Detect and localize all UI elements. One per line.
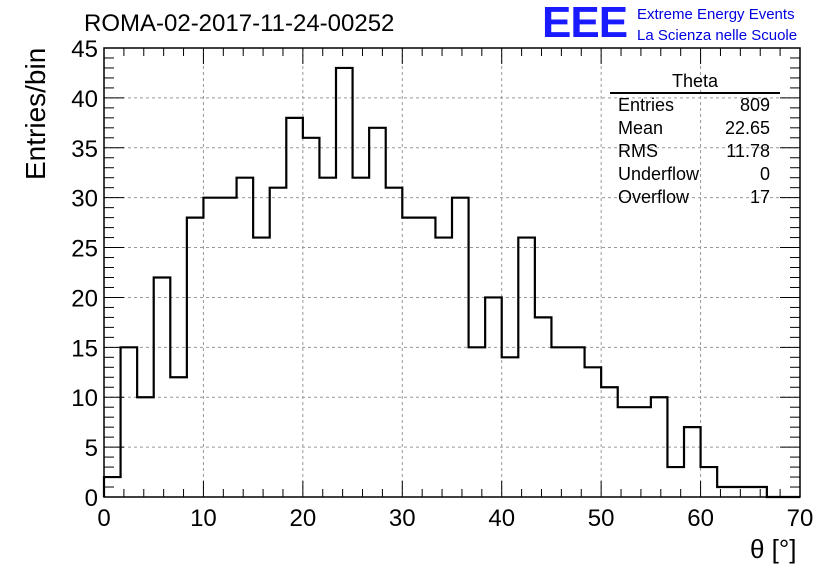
y-axis-label: Entries/bin <box>20 47 51 180</box>
histogram-bar <box>634 407 651 497</box>
logo-line1: Extreme Energy Events <box>637 6 795 23</box>
histogram-bar <box>187 218 204 497</box>
stats-row: RMS 11.78 <box>610 140 780 163</box>
x-tick-label: 70 <box>787 505 814 532</box>
x-tick-label: 30 <box>389 505 416 532</box>
histogram-bar <box>170 377 187 497</box>
x-tick-label: 10 <box>190 505 217 532</box>
stats-label: Underflow <box>618 164 700 184</box>
y-tick-label: 40 <box>71 86 98 113</box>
histogram-bar <box>369 128 386 497</box>
histogram-bar <box>568 347 585 497</box>
stats-value: 11.78 <box>726 141 770 161</box>
histogram-bar <box>750 487 767 497</box>
stats-row: Underflow 0 <box>610 163 780 186</box>
histogram-bar <box>667 467 684 497</box>
histogram-bar <box>253 238 270 497</box>
histogram-bar <box>485 297 502 497</box>
histogram-bar <box>121 347 138 497</box>
stats-label: Overflow <box>618 187 690 207</box>
y-tick-label: 35 <box>71 136 98 163</box>
eee-logo: EEE <box>542 0 628 47</box>
histogram-bar <box>601 387 618 497</box>
stats-title: Theta <box>610 70 780 94</box>
stats-value: 809 <box>739 95 770 115</box>
histogram-bar <box>551 347 568 497</box>
stats-row: Overflow 17 <box>610 186 780 209</box>
histogram-bar <box>402 218 419 497</box>
histogram-bar <box>502 357 519 497</box>
stats-box: Theta Entries 809 Mean 22.65 RMS 11.78 Unde… <box>610 70 780 209</box>
histogram-bar <box>701 467 718 497</box>
x-axis-label: θ [°] <box>750 534 797 564</box>
histogram-bar <box>319 178 336 497</box>
stats-label: Mean <box>618 118 664 138</box>
y-tick-label: 0 <box>85 485 98 512</box>
histogram-bar <box>154 277 171 497</box>
histogram-bar <box>353 178 370 497</box>
stats-row: Mean 22.65 <box>610 117 780 140</box>
y-tick-label: 25 <box>71 236 98 263</box>
x-tick-label: 50 <box>588 505 615 532</box>
stats-row: Entries 809 <box>610 94 780 117</box>
logo-caption: Extreme Energy Events La Scienza nelle S… <box>637 4 797 46</box>
histogram-bar <box>336 68 353 497</box>
histogram-bar <box>535 317 552 497</box>
histogram-outline <box>102 66 801 499</box>
histogram-bar <box>220 198 237 497</box>
stats-value: 17 <box>749 187 770 207</box>
x-tick-label: 60 <box>687 505 714 532</box>
histogram-bar <box>386 188 403 497</box>
histogram-bar <box>303 138 320 497</box>
histogram-bar <box>419 218 436 497</box>
logo-line2: La Scienza nelle Scuole <box>637 27 798 44</box>
histogram-bar <box>518 238 535 497</box>
histogram-bar <box>237 178 254 497</box>
y-tick-label: 45 <box>71 36 98 63</box>
y-tick-label: 10 <box>71 385 98 412</box>
histogram-bar <box>717 487 734 497</box>
y-tick-label: 20 <box>71 285 98 312</box>
x-tick-label: 20 <box>290 505 317 532</box>
histogram-bar <box>734 487 751 497</box>
histogram-bar <box>435 238 452 497</box>
stats-value: 0 <box>759 164 770 184</box>
stats-label: Entries <box>618 95 675 115</box>
histogram-bar <box>684 427 701 497</box>
histogram-bar <box>270 188 287 497</box>
stats-value: 22.65 <box>724 118 770 138</box>
y-tick-label: 30 <box>71 186 98 213</box>
histogram-bar <box>203 198 220 497</box>
histogram-bar <box>585 367 602 497</box>
chart-title: ROMA-02-2017-11-24-00252 <box>84 10 395 37</box>
histogram-bar <box>618 407 635 497</box>
y-tick-label: 5 <box>85 435 98 462</box>
x-tick-label: 40 <box>488 505 515 532</box>
plot-frame <box>103 47 801 498</box>
histogram-bar <box>469 347 486 497</box>
histogram-bar <box>137 397 154 497</box>
histogram-bar <box>286 118 303 497</box>
stats-label: RMS <box>618 141 658 161</box>
y-tick-label: 15 <box>71 335 98 362</box>
x-tick-label: 0 <box>97 505 110 532</box>
